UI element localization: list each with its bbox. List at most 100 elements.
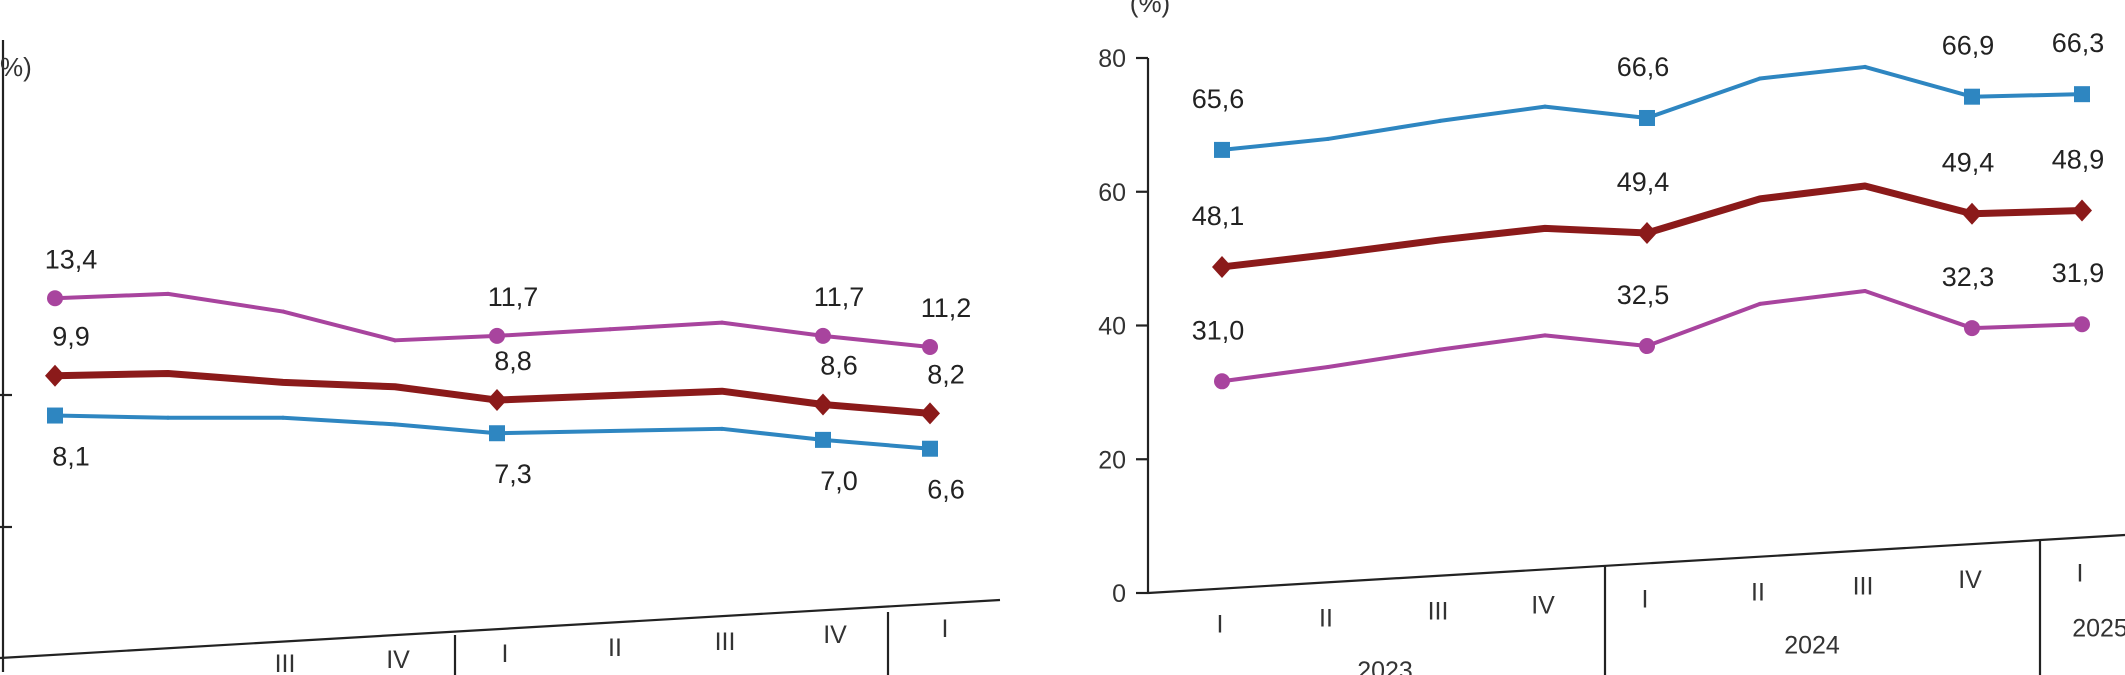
right-minor-point [1326, 252, 1330, 257]
left-series-line [54, 370, 931, 417]
right-data-point [1639, 338, 1655, 355]
left-minor-point [720, 320, 724, 325]
right-year-label: 2025 [2072, 614, 2125, 642]
left-data-label: 8,2 [927, 359, 965, 389]
left-data-label: 11,7 [488, 282, 539, 312]
right-data-label: 31,0 [1192, 315, 1245, 345]
right-x-tick-label: III [1853, 572, 1874, 600]
left-data-label: 7,3 [494, 459, 532, 489]
left-data-label: 11,2 [921, 293, 972, 323]
left-minor-point [166, 291, 170, 296]
right-data-label: 48,9 [2052, 145, 2105, 175]
left-data-point [920, 402, 940, 425]
right-data-label: 65,6 [1192, 84, 1245, 114]
left-minor-point [720, 389, 724, 394]
right-data-point [1962, 202, 1982, 225]
right-data-label: 48,1 [1192, 201, 1245, 231]
left-x-tick-label: I [502, 640, 509, 668]
left-minor-point [608, 327, 612, 332]
left-data-label: 9,9 [52, 322, 90, 352]
left-data-label: 11,7 [814, 282, 865, 312]
right-x-tick-label: III [1428, 598, 1449, 626]
left-x-axis [0, 598, 1001, 660]
left-data-point [47, 290, 63, 307]
right-minor-point [1758, 301, 1762, 306]
right-data-point [1639, 109, 1655, 126]
right-x-tick-label: IV [1958, 566, 1982, 594]
left-data-point [815, 431, 831, 448]
right-data-label: 32,5 [1617, 280, 1670, 310]
right-data-point [2074, 86, 2090, 103]
left-x-tick-label: IV [386, 646, 410, 674]
left-data-point [45, 364, 65, 387]
left-data-point [47, 407, 63, 424]
left-minor-point [393, 384, 397, 389]
right-y-tick-label: 80 [1098, 45, 1126, 73]
right-data-label: 32,3 [1942, 262, 1995, 292]
right-x-tick-label: IV [1531, 591, 1555, 619]
left-y-axis-label: %) [0, 52, 32, 82]
left-minor-point [166, 371, 170, 376]
right-year-label: 2023 [1357, 657, 1413, 675]
right-data-label: 66,6 [1617, 52, 1670, 82]
left-data-label: 6,6 [927, 475, 965, 505]
right-y-tick-label: 60 [1098, 179, 1126, 207]
left-minor-point [720, 426, 724, 431]
right-minor-point [1758, 196, 1762, 201]
right-minor-point [1543, 226, 1547, 231]
left-data-label: 7,0 [820, 466, 858, 496]
left-data-point [489, 425, 505, 442]
left-minor-point [393, 338, 397, 343]
left-x-tick-label: I [942, 615, 949, 643]
left-minor-point [281, 309, 285, 314]
left-data-point [815, 327, 831, 344]
right-data-point [1964, 320, 1980, 337]
right-y-tick-label: 40 [1098, 313, 1126, 341]
right-x-axis [1147, 533, 2125, 595]
right-data-point [1212, 255, 1232, 278]
left-minor-point [608, 393, 612, 398]
right-x-tick-label: I [2077, 560, 2084, 588]
right-data-label: 49,4 [1942, 148, 1995, 178]
right-minor-point [1438, 347, 1442, 352]
right-data-point [1637, 222, 1657, 245]
right-data-label: 31,9 [2052, 258, 2105, 288]
right-x-tick-label: II [1319, 604, 1333, 632]
left-minor-point [281, 380, 285, 385]
left-data-label: 8,8 [494, 346, 532, 376]
right-x-tick-label: I [1642, 585, 1649, 613]
right-minor-point [1438, 237, 1442, 242]
right-minor-point [1758, 76, 1762, 81]
right-minor-point [1543, 104, 1547, 109]
left-x-tick-label: II [608, 634, 622, 662]
right-y-tick-label: 20 [1098, 446, 1126, 474]
left-data-point [487, 389, 507, 412]
right-minor-point [1863, 288, 1867, 293]
right-minor-point [1438, 118, 1442, 123]
right-data-point [1214, 373, 1230, 390]
left-x-tick-label: III [275, 650, 296, 675]
left-x-tick-label: IV [823, 621, 847, 649]
left-data-label: 13,4 [45, 244, 98, 274]
right-data-point [2072, 199, 2092, 222]
right-y-tick-label: 0 [1112, 580, 1126, 608]
right-minor-point [1543, 333, 1547, 338]
right-data-point [1214, 141, 1230, 158]
right-y-axis-label: (%) [1130, 0, 1170, 18]
right-data-label: 49,4 [1617, 167, 1670, 197]
left-data-point [813, 393, 833, 416]
right-x-tick-label: II [1751, 579, 1765, 607]
left-minor-point [281, 415, 285, 420]
left-data-label: 8,1 [52, 442, 90, 472]
left-line-chart: %)III IV I II III IV I13,411,7 11,7 11,29,98,8 8,… [0, 40, 1001, 675]
right-data-label: 66,3 [2052, 28, 2105, 58]
right-minor-point [1326, 364, 1330, 369]
left-data-point [922, 338, 938, 355]
right-x-tick-label: I [1217, 611, 1224, 639]
right-minor-point [1326, 136, 1330, 141]
right-data-point [2074, 316, 2090, 333]
left-data-point [922, 440, 938, 457]
right-year-label: 2024 [1784, 632, 1840, 660]
